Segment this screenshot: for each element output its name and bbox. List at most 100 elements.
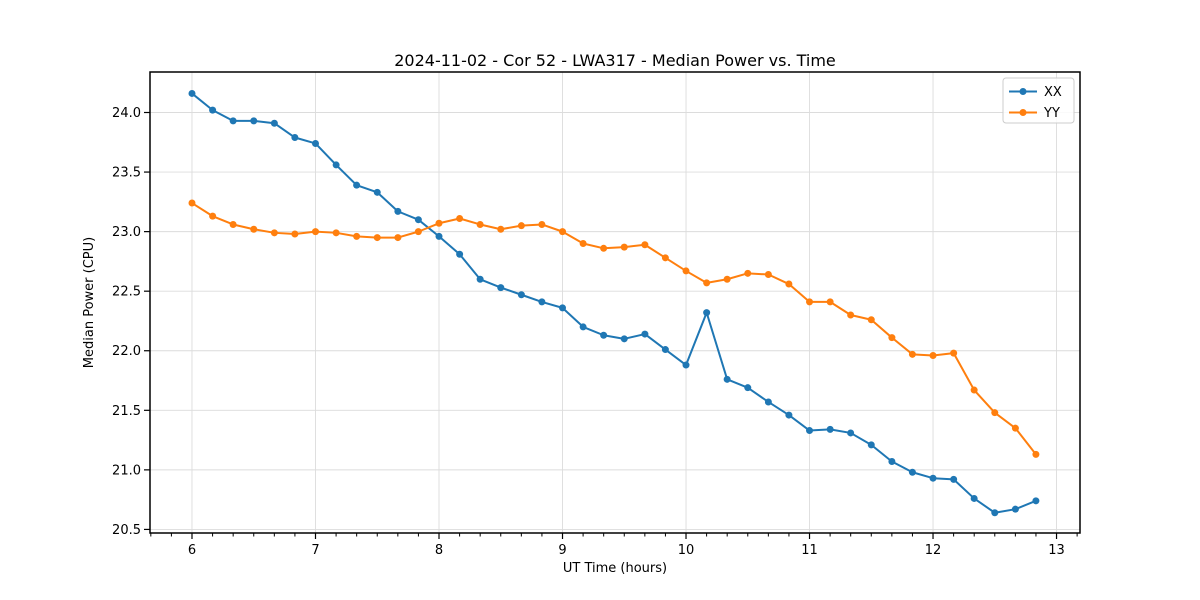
data-point-XX [764,398,772,406]
data-point-YY [641,241,649,249]
x-tick-label: 13 [1048,543,1065,558]
plot-area: 6 7 8 9 10 11 12 13 20.5 21.0 21.5 22.0 22.5 23.0 23.5… [112,71,1081,558]
data-point-XX [950,475,958,483]
data-point-YY [991,409,999,417]
data-point-YY [476,220,484,228]
data-point-XX [373,188,381,196]
y-tick-label: 24.0 [112,106,141,121]
data-point-YY [353,232,361,240]
data-point-XX [785,411,793,419]
data-point-XX [723,375,731,383]
x-tick-label: 9 [558,543,566,558]
data-point-YY [888,334,896,342]
legend-frame [1002,77,1075,124]
data-point-XX [600,331,608,339]
data-point-YY [188,199,196,207]
x-tick-label: 11 [801,543,818,558]
data-point-YY [209,212,217,220]
legend-label-YY: YY [1043,106,1060,121]
x-tick-label: 10 [678,543,695,558]
data-point-XX [559,304,567,312]
data-point-XX [620,335,628,343]
data-point-XX [270,119,278,127]
data-point-YY [373,234,381,242]
data-point-YY [517,222,525,230]
data-point-XX [826,425,834,433]
data-point-XX [188,89,196,97]
x-tick-label: 7 [311,543,319,558]
data-point-YY [559,228,567,236]
data-point-YY [661,254,669,262]
y-tick-label: 23.0 [112,225,141,240]
data-point-YY [600,244,608,252]
data-point-XX [476,275,484,283]
x-tick-label: 12 [925,543,942,558]
data-point-XX [435,232,443,240]
data-point-YY [847,311,855,319]
data-point-YY [682,267,690,275]
data-point-XX [332,161,340,169]
data-point-XX [497,284,505,292]
series-line-YY [191,202,1037,455]
data-point-XX [1032,497,1040,505]
y-axis-label: Median Power (CPU) [82,237,97,368]
data-point-YY [291,230,299,238]
data-point-YY [250,225,258,233]
x-axis-label: UT Time (hours) [563,561,667,576]
data-point-YY [970,386,978,394]
data-point-YY [950,349,958,357]
legend-swatch-marker-XX [1019,88,1027,95]
series-line-XX [191,92,1037,514]
y-tick-label: 20.5 [112,523,141,538]
data-point-XX [579,323,587,331]
data-point-XX [661,346,669,354]
data-point-XX [414,216,422,224]
data-point-YY [620,243,628,251]
data-point-XX [456,250,464,258]
data-point-YY [1011,424,1019,432]
data-point-YY [497,225,505,233]
data-point-XX [929,474,937,482]
data-point-XX [517,291,525,299]
data-point-XX [682,361,690,369]
data-point-YY [867,316,875,324]
legend-swatch-marker-YY [1019,109,1027,116]
data-point-YY [332,229,340,237]
data-point-YY [908,350,916,358]
legend-item-YY: YY [1009,106,1060,121]
data-point-XX [970,494,978,502]
data-point-YY [394,234,402,242]
data-point-XX [641,330,649,338]
data-point-XX [229,117,237,125]
data-point-YY [538,220,546,228]
data-point-YY [311,228,319,236]
legend: XX YY [1002,77,1075,124]
data-point-XX [908,468,916,476]
data-point-XX [250,117,258,125]
y-tick-label: 21.5 [112,404,141,419]
data-point-YY [435,219,443,227]
data-point-XX [291,134,299,142]
data-point-XX [744,384,752,392]
data-point-XX [353,181,361,189]
data-point-XX [991,509,999,517]
data-point-YY [456,215,464,223]
data-point-YY [826,298,834,306]
y-tick-label: 21.0 [112,463,141,478]
data-point-XX [311,139,319,147]
data-point-YY [744,269,752,277]
chart-title: 2024-11-02 - Cor 52 - LWA317 - Median Po… [394,51,836,70]
data-point-YY [785,280,793,288]
data-point-YY [270,229,278,237]
data-point-XX [1011,505,1019,513]
data-point-XX [888,458,896,466]
data-point-XX [806,427,814,435]
data-point-XX [867,441,875,449]
data-point-YY [929,352,937,360]
plot-spines [149,71,1081,534]
data-point-XX [209,106,217,114]
data-point-YY [806,298,814,306]
data-point-YY [414,228,422,236]
